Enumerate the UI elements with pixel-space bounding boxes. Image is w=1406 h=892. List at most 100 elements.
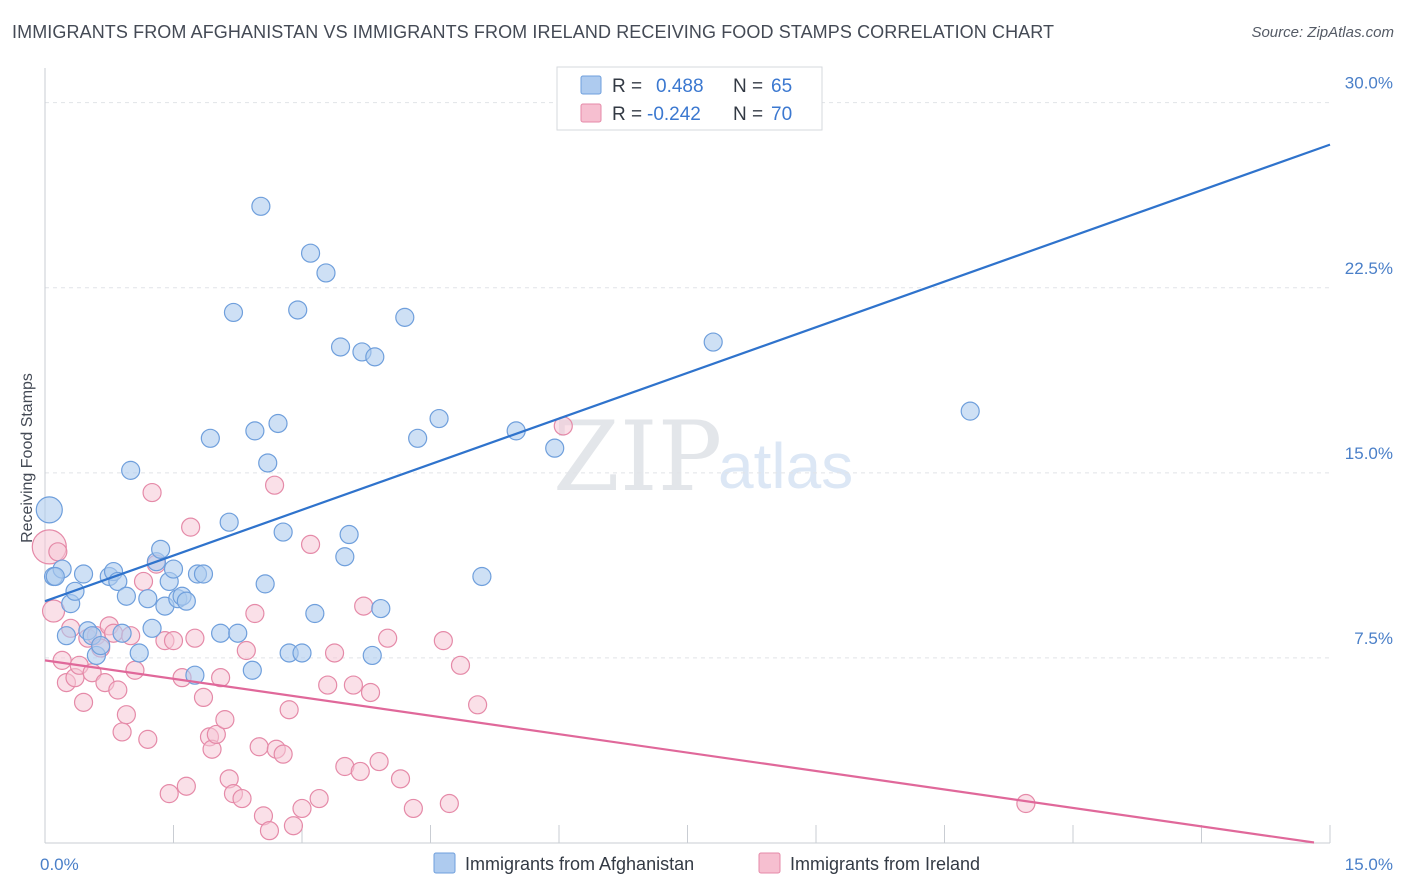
ireland-point-46 <box>264 475 285 495</box>
afghanistan-point-63 <box>960 401 980 421</box>
afghanistan-point-6 <box>73 564 94 584</box>
ireland-point-48 <box>273 744 293 764</box>
afghanistan-point-58 <box>429 408 449 429</box>
afghanistan-point-14 <box>112 623 132 643</box>
ireland-point-41 <box>236 640 256 661</box>
correlation-legend: R = 0.488 N = 65 R = -0.242 N = 70 <box>556 66 823 131</box>
ireland-point-17 <box>112 722 132 742</box>
afghanistan-point-37 <box>245 421 265 441</box>
legend-r-value-ireland: -0.242 <box>647 104 701 125</box>
ireland-point-32 <box>193 687 214 708</box>
ireland-point-45 <box>259 821 280 841</box>
ireland-point-29 <box>176 776 196 796</box>
y-axis-ticks: 7.5% 15.0% 22.5% 30.0% <box>1345 74 1393 648</box>
y-axis-label: Receiving Food Stamps <box>19 373 36 543</box>
afghanistan-point-44 <box>288 300 308 320</box>
ireland-point-65 <box>433 631 453 651</box>
ireland-point-49 <box>279 700 299 720</box>
grid-lines <box>45 102 1330 659</box>
ireland-point-18 <box>116 705 136 725</box>
series-ireland-points <box>31 416 1036 841</box>
series-legend-swatch-afghanistan <box>433 852 456 874</box>
ireland-point-35 <box>206 724 226 745</box>
ireland-point-52 <box>300 534 321 555</box>
afghanistan-point-38 <box>251 196 271 216</box>
afghanistan-point-32 <box>211 623 231 643</box>
legend-n-label-afghanistan: N = <box>733 76 763 97</box>
afghanistan-point-35 <box>228 623 248 643</box>
afghanistan-point-19 <box>142 618 162 638</box>
ireland-point-50 <box>283 816 304 836</box>
legend-n-value-ireland: 70 <box>771 104 792 125</box>
afghanistan-point-47 <box>305 603 325 624</box>
afghanistan-point-62 <box>703 332 723 352</box>
afghanistan-point-51 <box>339 524 359 545</box>
ireland-point-42 <box>245 603 265 624</box>
legend-swatch-afghanistan <box>580 75 602 95</box>
legend-r-value-afghanistan: 0.488 <box>656 76 704 97</box>
ireland-point-55 <box>324 643 345 663</box>
afghanistan-point-33 <box>219 512 239 532</box>
ireland-point-16 <box>108 680 128 700</box>
ireland-point-67 <box>450 655 471 675</box>
afghanistan-point-3 <box>56 626 77 646</box>
chart-source: Source: ZipAtlas.com <box>1251 24 1394 41</box>
afghanistan-point-27 <box>176 591 196 611</box>
afghanistan-point-34 <box>223 302 244 323</box>
ireland-point-21 <box>133 571 154 592</box>
axes <box>44 68 1331 844</box>
ireland-point-3 <box>52 650 72 670</box>
ireland-point-23 <box>142 482 162 503</box>
ireland-point-26 <box>159 784 179 804</box>
afghanistan-point-39 <box>255 574 275 594</box>
ireland-point-2 <box>48 542 68 562</box>
legend-n-label-ireland: N = <box>733 104 763 125</box>
afghanistan-point-36 <box>242 660 262 680</box>
ireland-point-66 <box>439 793 459 814</box>
watermark-zip: ZIP <box>553 401 722 513</box>
afghanistan-point-41 <box>268 413 288 434</box>
y-tick-label-3: 30.0% <box>1345 74 1393 93</box>
series-legend: Immigrants from Afghanistan Immigrants f… <box>433 852 980 874</box>
afghanistan-point-40 <box>258 453 278 473</box>
afghanistan-point-57 <box>408 428 428 448</box>
afghanistan-point-17 <box>129 643 149 663</box>
afghanistan-point-24 <box>163 559 184 579</box>
ireland-point-58 <box>350 761 370 782</box>
x-tick-label-1: 15.0% <box>1345 855 1393 874</box>
ireland-point-30 <box>181 517 201 537</box>
ireland-point-54 <box>318 675 338 695</box>
afghanistan-point-21 <box>151 539 171 559</box>
ireland-point-37 <box>215 710 235 730</box>
y-tick-label-1: 15.0% <box>1345 444 1393 463</box>
afghanistan-trend-line <box>44 143 1331 603</box>
afghanistan-point-55 <box>371 598 391 619</box>
afghanistan-point-18 <box>138 589 158 609</box>
chart-title: IMMIGRANTS FROM AFGHANISTAN VS IMMIGRANT… <box>12 22 1055 42</box>
ireland-point-43 <box>249 737 269 757</box>
ireland-point-61 <box>369 751 389 772</box>
series-legend-swatch-ireland <box>758 852 781 874</box>
ireland-point-60 <box>360 682 381 703</box>
afghanistan-point-59 <box>472 566 492 587</box>
ireland-point-1 <box>41 599 66 623</box>
afghanistan-point-50 <box>335 547 355 567</box>
legend-r-label-afghanistan: R = <box>612 76 642 97</box>
ireland-point-68 <box>468 695 488 715</box>
ireland-point-22 <box>138 729 158 749</box>
watermark-atlas: atlas <box>718 430 853 502</box>
afghanistan-point-30 <box>193 564 214 584</box>
ireland-point-40 <box>232 788 252 809</box>
afghanistan-point-16 <box>121 460 141 480</box>
afghanistan-point-28 <box>185 665 205 685</box>
x-axis-ticks: 0.0% 15.0% <box>40 855 1393 874</box>
x-tick-label-0: 0.0% <box>40 855 79 874</box>
ireland-point-53 <box>309 788 329 809</box>
ireland-point-62 <box>378 628 398 648</box>
ireland-point-8 <box>73 692 94 712</box>
afghanistan-point-31 <box>200 428 220 448</box>
afghanistan-point-46 <box>300 243 321 263</box>
ireland-point-51 <box>292 798 312 819</box>
series-legend-label-afghanistan: Immigrants from Afghanistan <box>465 854 694 874</box>
